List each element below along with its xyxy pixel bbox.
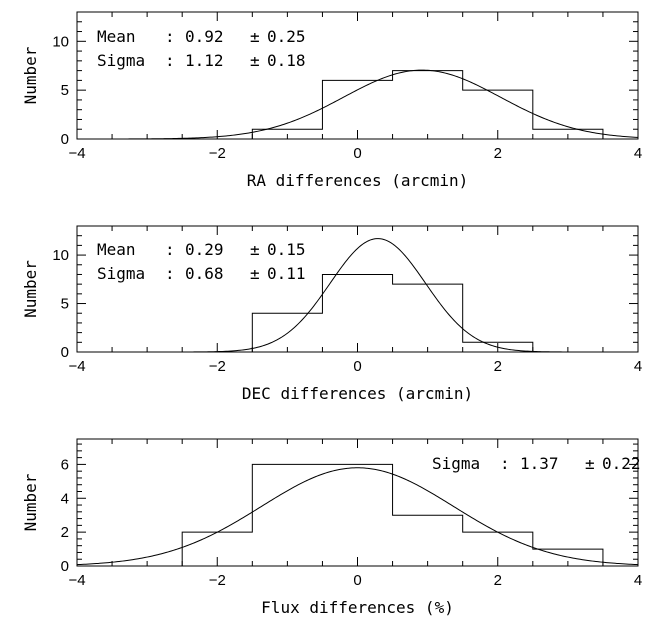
annotation-pm: ±: [250, 27, 260, 46]
x-tick-label: −4: [68, 145, 85, 162]
x-tick-label: 2: [494, 145, 502, 162]
gaussian-fit-curve: [76, 467, 639, 566]
x-tick-label: 4: [634, 145, 642, 162]
annotation-error: 0.25: [267, 27, 306, 46]
x-tick-label: −2: [209, 145, 226, 162]
x-tick-label: 2: [494, 358, 502, 375]
annotation-sep: :: [165, 264, 175, 283]
y-tick-label: 10: [52, 33, 69, 50]
annotation-sep: :: [500, 454, 510, 473]
plot-frame: [76, 11, 639, 140]
annotation-value: 0.68: [185, 264, 224, 283]
gaussian-fit-curve: [77, 69, 639, 140]
annotation-value: 0.92: [185, 27, 224, 46]
x-tick-label: 2: [494, 572, 502, 589]
annotation-error: 0.11: [267, 264, 306, 283]
annotation-pm: ±: [250, 240, 260, 259]
annotation-error: 0.22: [602, 454, 641, 473]
y-tick-label: 5: [61, 296, 69, 313]
histogram-bars: [181, 463, 604, 566]
y-tick-label: 0: [61, 344, 69, 361]
histogram-bars: [251, 273, 534, 352]
annotation-pm: ±: [250, 51, 260, 70]
annotation-pm: ±: [585, 454, 595, 473]
x-tick-label: −4: [68, 358, 85, 375]
annotation-name: Mean: [97, 240, 136, 259]
x-tick-label: −4: [68, 572, 85, 589]
annotation-error: 0.15: [267, 240, 306, 259]
y-axis-label: Number: [21, 260, 40, 318]
x-axis-label: DEC differences (arcmin): [242, 384, 473, 403]
histogram-bars: [251, 70, 604, 139]
x-tick-label: −2: [209, 572, 226, 589]
y-tick-label: 0: [61, 558, 69, 575]
y-tick-label: 2: [61, 524, 69, 541]
annotation-pm: ±: [250, 264, 260, 283]
x-tick-label: −2: [209, 358, 226, 375]
x-tick-label: 0: [353, 572, 361, 589]
annotation-name: Mean: [97, 27, 136, 46]
gaussian-fit-curve: [77, 238, 638, 353]
x-axis-label: Flux differences (%): [261, 598, 454, 617]
chart-panel-1: −4 −2 0 2 4 0 5 10 Mean:0.92 ±0.25 Sigma:1.12 ±0.18…: [21, 11, 642, 190]
chart-panel-2: −4 −2 0 2 4 0 5 10 Mean:0.29 ±0.15 Sigma:0.68 ±0.11…: [21, 225, 642, 403]
annotation-sep: :: [165, 27, 175, 46]
y-axis-label: Number: [21, 473, 40, 531]
y-tick-label: 4: [61, 490, 69, 507]
annotation-name: Sigma: [97, 51, 145, 70]
chart-panel-3: −4 −2 0 2 4 0 2 4 6 Sigma:1.37 ±0.22 Flux differenc…: [21, 438, 642, 617]
annotation-error: 0.18: [267, 51, 306, 70]
y-tick-label: 6: [61, 456, 69, 473]
annotation-value: 1.12: [185, 51, 224, 70]
annotation-value: 0.29: [185, 240, 224, 259]
x-axis-label: RA differences (arcmin): [247, 171, 469, 190]
y-tick-label: 10: [52, 247, 69, 264]
x-tick-label: 0: [353, 358, 361, 375]
y-axis-label: Number: [21, 46, 40, 104]
x-tick-label: 0: [353, 145, 361, 162]
annotation-name: Sigma: [432, 454, 480, 473]
annotation-name: Sigma: [97, 264, 145, 283]
annotation-sep: :: [165, 51, 175, 70]
annotation-value: 1.37: [520, 454, 559, 473]
y-tick-label: 0: [61, 131, 69, 148]
x-tick-label: 4: [634, 572, 642, 589]
plot-frame: [76, 225, 639, 353]
annotation-sep: :: [165, 240, 175, 259]
y-tick-label: 5: [61, 82, 69, 99]
x-tick-label: 4: [634, 358, 642, 375]
